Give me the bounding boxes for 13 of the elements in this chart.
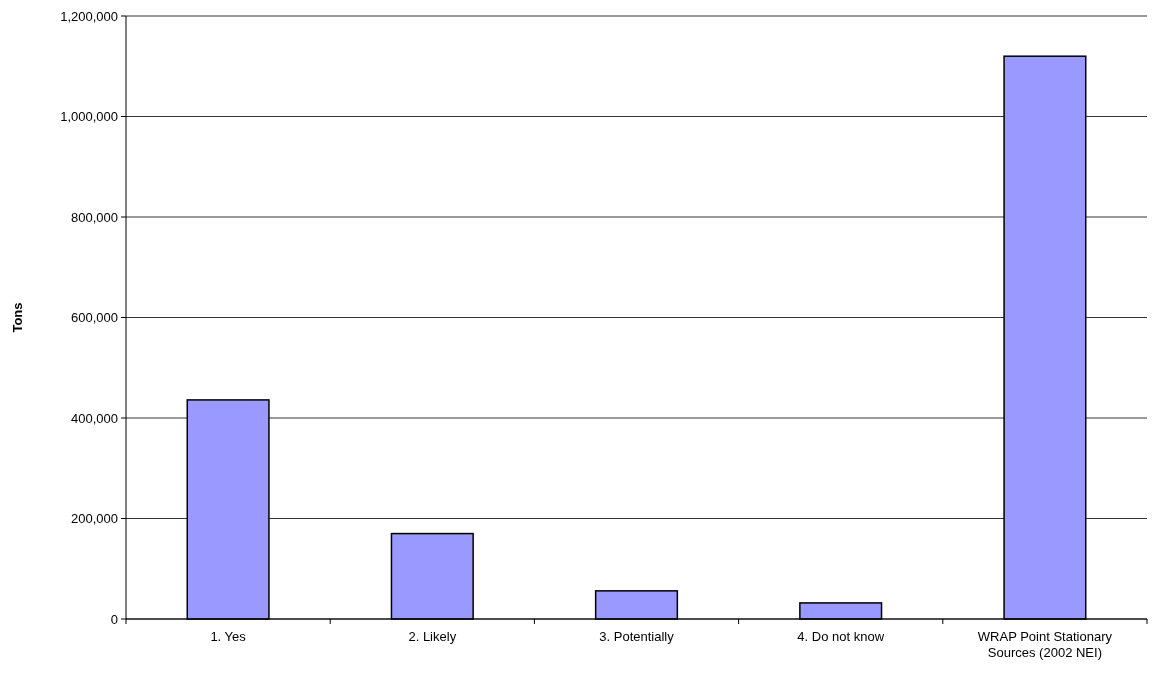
- y-tick-label: 800,000: [71, 209, 118, 225]
- y-tick-label: 600,000: [71, 310, 118, 326]
- y-axis-title: Tons: [10, 302, 25, 333]
- y-tick-label: 0: [110, 611, 118, 627]
- x-tick-label: 2. Likely: [408, 629, 457, 644]
- x-tick-label: 1. Yes: [210, 629, 247, 644]
- x-tick-label: WRAP Point Stationary Sources (2002 NEI): [977, 629, 1113, 660]
- x-tick-label: 3. Potentially: [599, 629, 675, 644]
- y-tick-label: 200,000: [71, 511, 118, 527]
- y-tick-label: 1,200,000: [60, 8, 118, 24]
- y-tick-label: 400,000: [71, 410, 118, 426]
- y-tick-label: 1,000,000: [60, 109, 118, 125]
- x-tick-label: 4. Do not know: [797, 629, 885, 644]
